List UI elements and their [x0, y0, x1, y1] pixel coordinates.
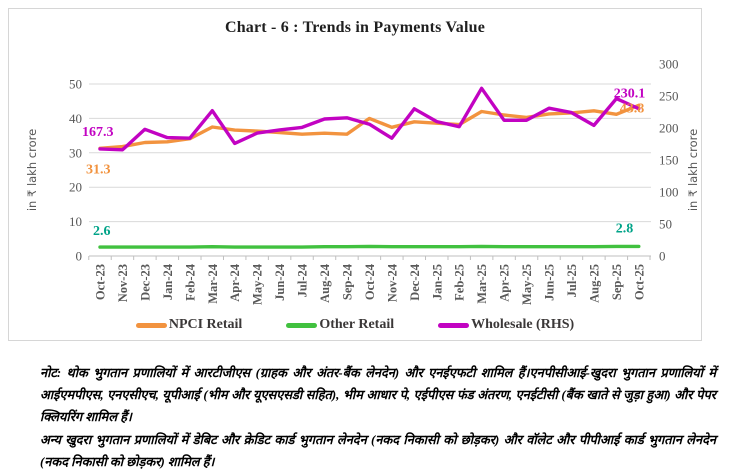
line-chart-plot: 0 10 20 30 40 50 0 50 100 150 200 250 300 Oct-23 Nov-2…	[25, 57, 700, 305]
svg-text:Feb-24: Feb-24	[183, 263, 197, 301]
svg-text:Aug-25: Aug-25	[587, 264, 601, 303]
svg-text:Sep-24: Sep-24	[340, 263, 354, 300]
svg-text:May-25: May-25	[520, 264, 534, 305]
svg-text:40: 40	[69, 111, 82, 126]
svg-text:Oct-25: Oct-25	[632, 264, 646, 300]
svg-text:Feb-25: Feb-25	[453, 264, 467, 301]
svg-text:2.8: 2.8	[616, 221, 634, 236]
footnote: नोट: थोक भुगतान प्रणालियों में आरटीजीएस …	[40, 362, 716, 470]
svg-text:20: 20	[69, 180, 82, 195]
svg-text:10: 10	[69, 214, 82, 229]
svg-text:167.3: 167.3	[82, 125, 114, 140]
svg-text:100: 100	[659, 185, 679, 200]
svg-text:Oct-24: Oct-24	[363, 263, 377, 300]
legend-item-npci-retail: NPCI Retail	[135, 317, 243, 333]
svg-text:Nov-24: Nov-24	[385, 263, 399, 302]
svg-text:Sep-25: Sep-25	[610, 264, 624, 300]
svg-text:50: 50	[659, 217, 672, 232]
svg-text:Jan-24: Jan-24	[161, 263, 175, 300]
svg-text:30: 30	[69, 145, 82, 160]
svg-text:Dec-23: Dec-23	[138, 264, 152, 301]
svg-text:50: 50	[69, 77, 82, 92]
legend-label: Other Retail	[319, 317, 395, 332]
chart-legend: NPCI Retail Other Retail Wholesale (RHS)	[9, 317, 701, 333]
svg-text:Jul-25: Jul-25	[565, 264, 579, 297]
svg-text:Oct-23: Oct-23	[94, 264, 108, 300]
svg-text:Aug-24: Aug-24	[318, 263, 332, 303]
svg-text:43.8: 43.8	[620, 101, 645, 116]
svg-text:Jul-24: Jul-24	[296, 263, 310, 297]
svg-text:May-24: May-24	[251, 263, 265, 305]
svg-text:Jun-24: Jun-24	[273, 263, 287, 301]
chart-title: Chart - 6 : Trends in Payments Value	[224, 19, 486, 36]
svg-text:Mar-24: Mar-24	[206, 263, 220, 304]
svg-text:250: 250	[659, 89, 679, 104]
legend-label: Wholesale (RHS)	[471, 317, 575, 332]
svg-text:0: 0	[659, 249, 666, 264]
npci-retail-line-marker	[135, 322, 167, 328]
svg-text:Mar-25: Mar-25	[475, 264, 489, 304]
wholesale-line-marker	[438, 322, 470, 328]
legend-item-wholesale: Wholesale (RHS)	[438, 317, 574, 333]
footnote-para-2: अन्य खुदरा भुगतान प्रणालियों में डेबिट औ…	[40, 433, 716, 469]
svg-text:Apr-24: Apr-24	[228, 263, 242, 301]
svg-text:in ₹ lakh crore: in ₹ lakh crore	[25, 129, 39, 211]
svg-text:230.1: 230.1	[614, 87, 646, 102]
svg-text:Apr-25: Apr-25	[498, 264, 512, 302]
other-retail-line-marker	[286, 322, 318, 328]
svg-text:0: 0	[76, 249, 83, 264]
svg-text:2.6: 2.6	[93, 224, 111, 239]
svg-text:in ₹ lakh crore: in ₹ lakh crore	[686, 129, 700, 211]
chart-card: Chart - 6 : Trends in Payments Value 0 10…	[8, 8, 702, 341]
footnote-para-1: नोट: थोक भुगतान प्रणालियों में आरटीजीएस …	[40, 366, 716, 424]
legend-item-other-retail: Other Retail	[286, 317, 394, 333]
svg-text:31.3: 31.3	[86, 162, 111, 177]
svg-text:Dec-24: Dec-24	[408, 263, 422, 301]
svg-text:Jun-25: Jun-25	[543, 264, 557, 301]
svg-text:150: 150	[659, 153, 679, 168]
svg-text:300: 300	[659, 57, 679, 72]
svg-text:Nov-23: Nov-23	[116, 264, 130, 302]
svg-text:Jan-25: Jan-25	[430, 264, 444, 300]
svg-text:200: 200	[659, 121, 679, 136]
legend-label: NPCI Retail	[168, 317, 243, 332]
